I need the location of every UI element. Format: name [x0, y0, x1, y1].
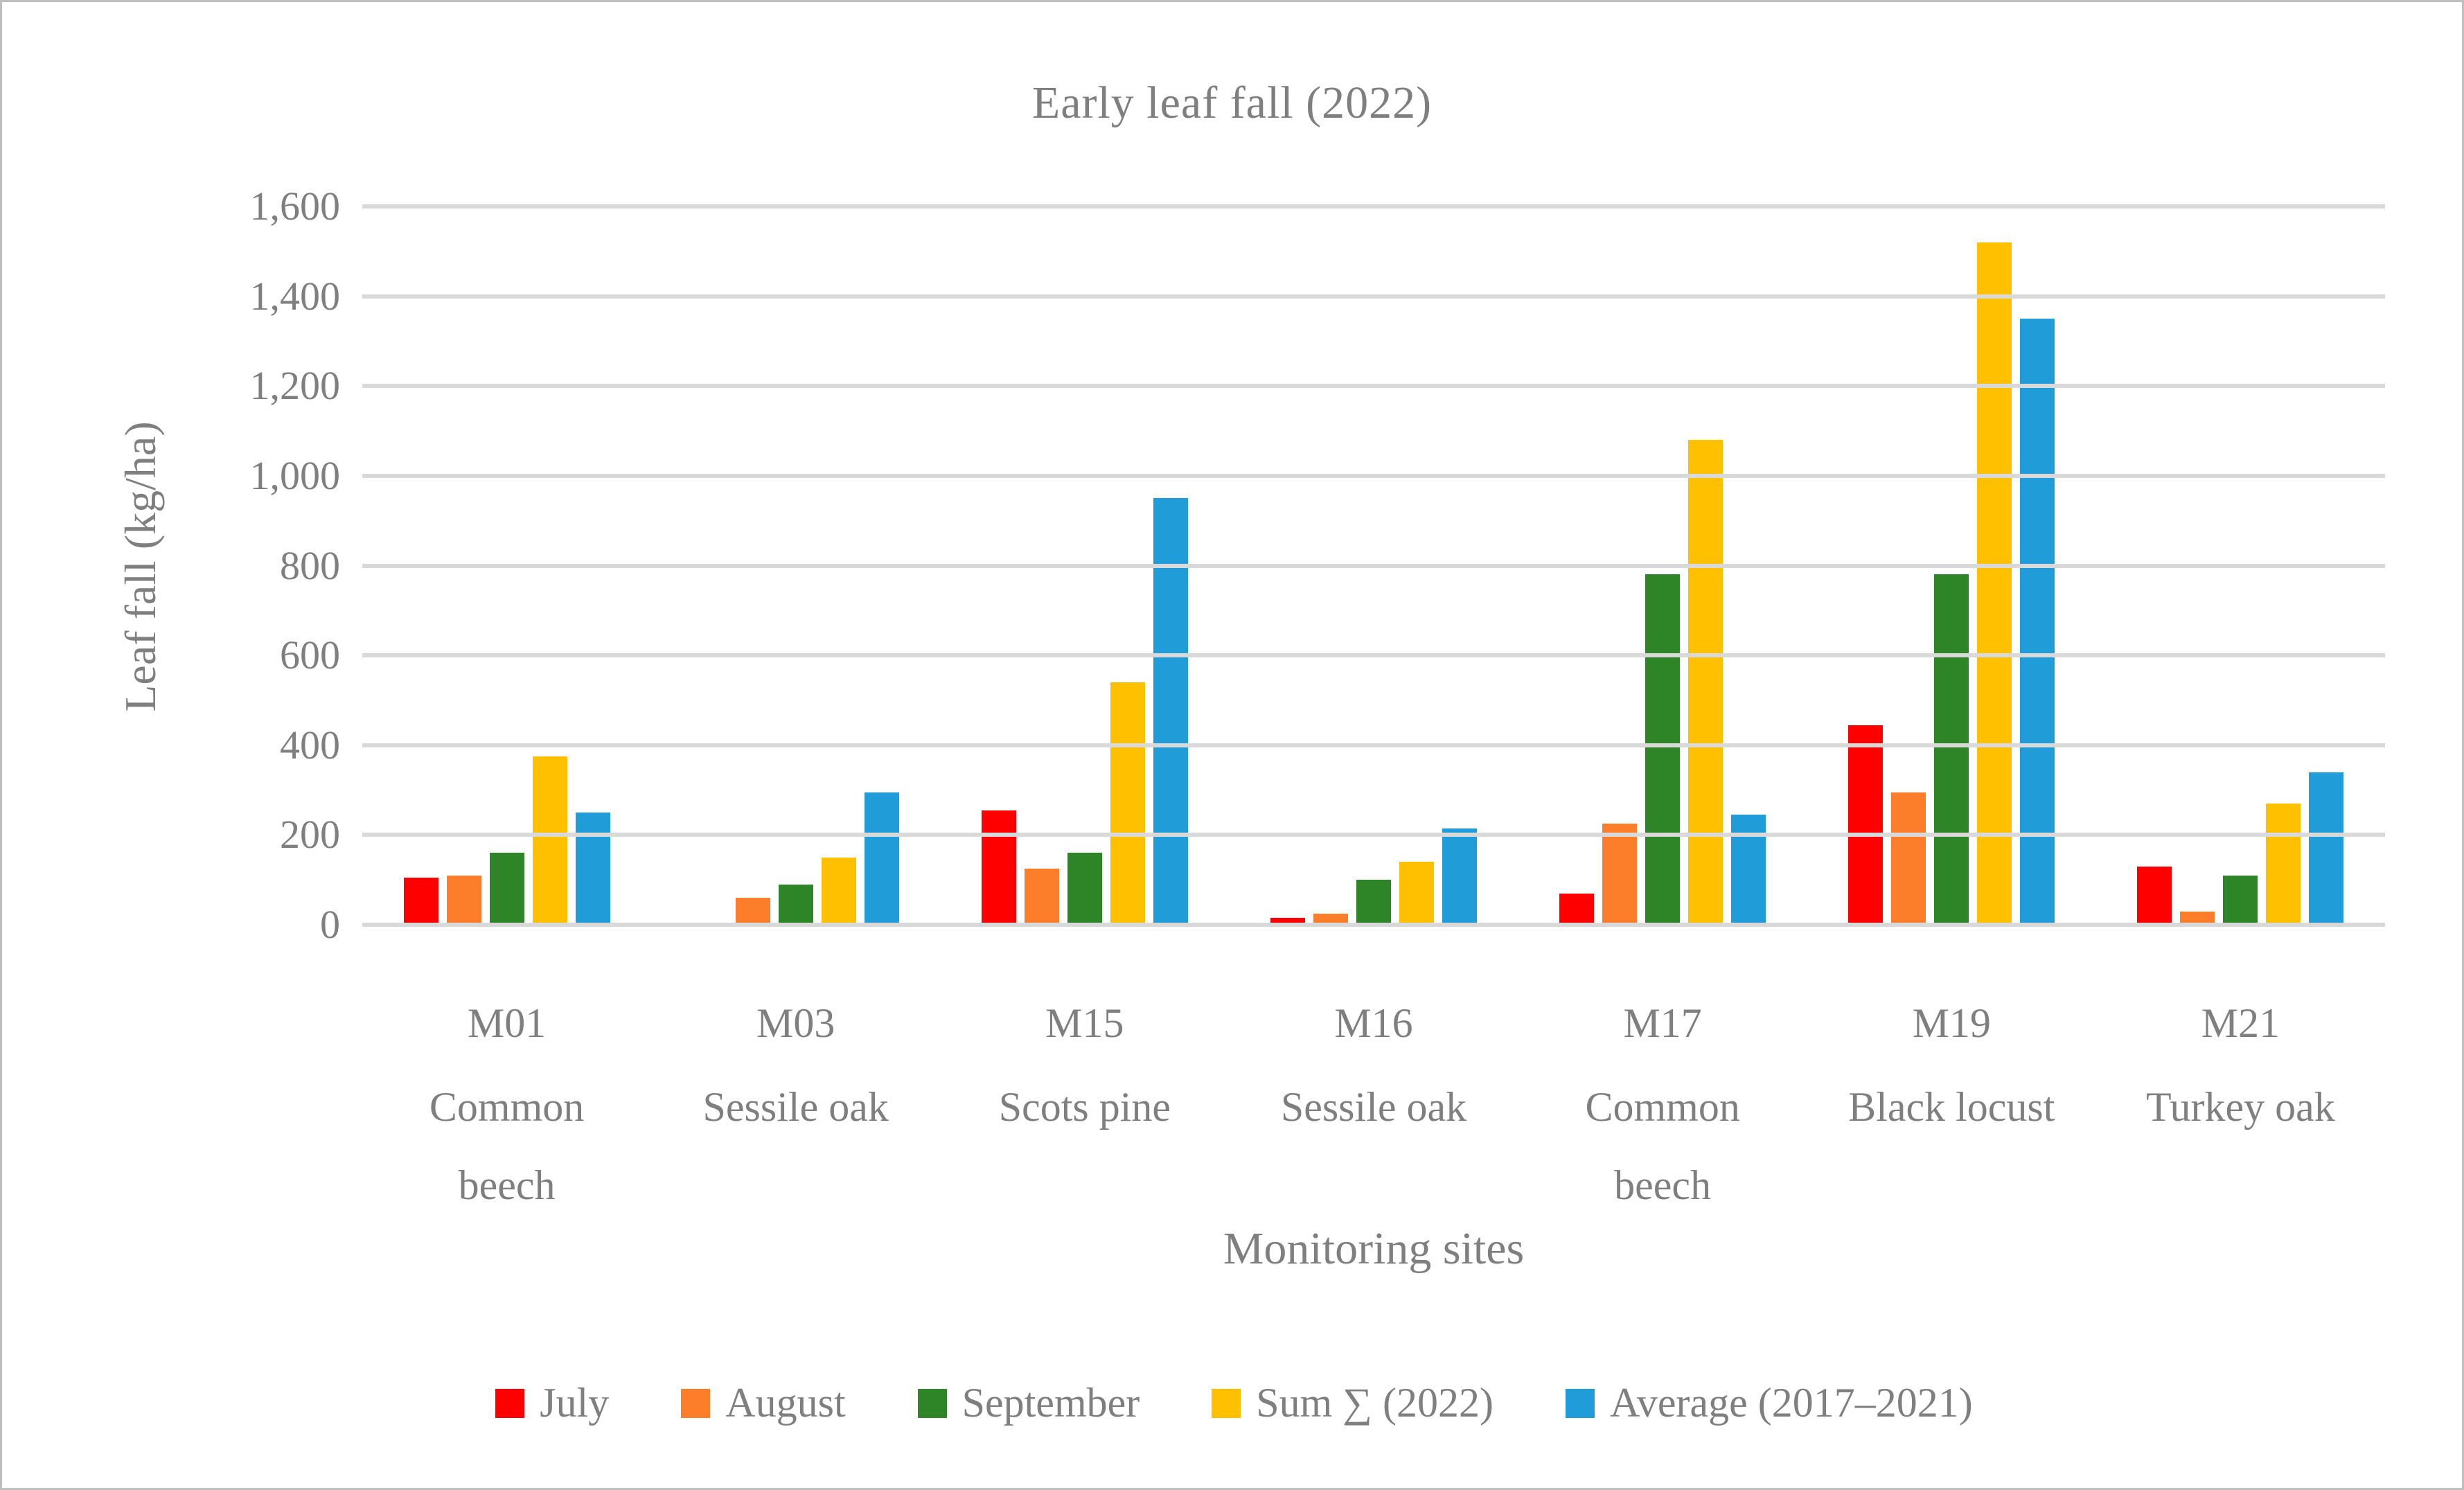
bar-group-m19	[1807, 206, 2096, 925]
bar-group-m21	[2096, 206, 2385, 925]
bar-group-m16	[1229, 206, 1518, 925]
gridline-600	[362, 653, 2385, 658]
legend-label-august: August	[725, 1380, 846, 1426]
bar-group-m15	[940, 206, 1229, 925]
legend-swatch-august	[681, 1388, 711, 1418]
bar-m16-august	[1313, 913, 1348, 925]
legend-label-average-2017-2021: Average (2017–2021)	[1610, 1380, 1973, 1426]
bar-group-m01	[362, 206, 651, 925]
bar-m21-august	[2180, 911, 2215, 925]
bar-m15-sum-2022	[1110, 682, 1145, 925]
gridline-800	[362, 563, 2385, 568]
legend-swatch-september	[917, 1388, 947, 1418]
x-label-m03: M03 Sessile oak	[651, 984, 940, 1225]
chart-title: Early leaf fall (2022)	[1031, 78, 1433, 128]
y-axis-tick-labels: 0 200 400 600 800 1,000 1,200 1,400 1,600	[249, 184, 341, 947]
legend-item-average-2017-2021: Average (2017–2021)	[1566, 1379, 1973, 1427]
gridline-1400	[362, 294, 2385, 299]
bar-m19-sum-2022	[1977, 242, 2012, 925]
bar-m17-july	[1559, 893, 1595, 925]
bar-m19-average-2017-2021	[2020, 319, 2055, 925]
x-label-site-code: M15	[1045, 1000, 1124, 1046]
bar-m16-july	[1270, 918, 1305, 925]
legend-label-sum-2022: Sum ∑ (2022)	[1256, 1380, 1494, 1426]
bar-groups	[362, 206, 2385, 925]
bar-m01-september	[489, 853, 524, 925]
bar-m19-july	[1848, 725, 1884, 925]
x-label-site-code: M16	[1334, 1000, 1413, 1046]
gridline-1000	[362, 473, 2385, 478]
legend-swatch-sum-2022	[1212, 1388, 1241, 1418]
bar-m21-july	[2137, 866, 2172, 925]
x-label-site-code: M03	[756, 1000, 835, 1046]
x-label-species: Sessile oak	[702, 1084, 889, 1130]
legend-item-september: September	[917, 1379, 1140, 1427]
bar-m21-sum-2022	[2266, 804, 2301, 925]
legend-item-sum-2022: Sum ∑ (2022)	[1212, 1379, 1494, 1427]
x-label-species: Turkey oak	[2146, 1084, 2335, 1130]
bar-m15-july	[981, 810, 1016, 925]
bar-m01-sum-2022	[532, 756, 567, 925]
x-label-site-code: M01	[467, 1000, 547, 1046]
bar-m03-september	[778, 884, 813, 925]
legend: July August September Sum ∑ (2022) Average (…	[2, 1379, 2462, 1427]
legend-item-august: August	[681, 1379, 846, 1427]
legend-item-july: July	[495, 1379, 609, 1427]
gridline-1200	[362, 384, 2385, 389]
bar-m16-sum-2022	[1399, 862, 1434, 925]
legend-swatch-average-2017-2021	[1566, 1388, 1595, 1418]
gridline-0	[362, 923, 2385, 927]
x-axis-title: Monitoring sites	[1223, 1223, 1525, 1274]
x-label-site-code: M21	[2201, 1000, 2280, 1046]
x-label-species: Black locust	[1848, 1084, 2055, 1130]
bar-m01-august	[446, 875, 481, 925]
x-axis-tick-labels: M01 Common beech M03 Sessile oak M15 Scots pi…	[362, 984, 2385, 1225]
x-label-species: Sessile oak	[1280, 1084, 1467, 1130]
gridline-1600	[362, 204, 2385, 209]
bar-m16-september	[1356, 880, 1391, 925]
bar-m15-august	[1024, 868, 1059, 925]
bar-m03-august	[735, 898, 770, 925]
bar-group-m17	[1518, 206, 1807, 925]
bar-m16-average-2017-2021	[1442, 828, 1477, 925]
gridline-400	[362, 743, 2385, 747]
x-label-site-code: M19	[1912, 1000, 1991, 1046]
bar-m19-august	[1891, 792, 1926, 925]
bar-m17-august	[1602, 824, 1638, 925]
bar-group-m03	[651, 206, 940, 925]
bar-m03-sum-2022	[821, 857, 856, 925]
legend-label-july: July	[540, 1380, 610, 1426]
bar-m01-average-2017-2021	[575, 812, 610, 925]
x-label-m17: M17 Common beech	[1518, 984, 1807, 1225]
bar-m17-sum-2022	[1688, 440, 1723, 925]
x-label-species: Common beech	[1585, 1084, 1740, 1208]
bar-m17-average-2017-2021	[1731, 815, 1766, 925]
x-label-m01: M01 Common beech	[362, 984, 651, 1225]
bar-m17-september	[1645, 574, 1681, 925]
x-label-m16: M16 Sessile oak	[1229, 984, 1518, 1225]
legend-label-september: September	[961, 1380, 1140, 1426]
plot-area	[362, 204, 2385, 927]
bar-m21-average-2017-2021	[2309, 772, 2344, 925]
bar-m15-average-2017-2021	[1153, 498, 1188, 925]
legend-swatch-july	[495, 1388, 525, 1418]
gridline-200	[362, 833, 2385, 837]
x-label-site-code: M17	[1623, 1000, 1702, 1046]
bar-m15-september	[1067, 853, 1102, 925]
x-label-m21: M21 Turkey oak	[2096, 984, 2385, 1225]
x-label-species: Common beech	[429, 1084, 585, 1208]
bar-m19-september	[1934, 574, 1969, 925]
x-label-m19: M19 Black locust	[1807, 984, 2096, 1225]
bar-m03-average-2017-2021	[864, 792, 899, 925]
bar-m01-july	[403, 877, 438, 925]
x-label-species: Scots pine	[998, 1084, 1171, 1130]
bar-m21-september	[2223, 875, 2258, 925]
x-label-m15: M15 Scots pine	[940, 984, 1229, 1225]
